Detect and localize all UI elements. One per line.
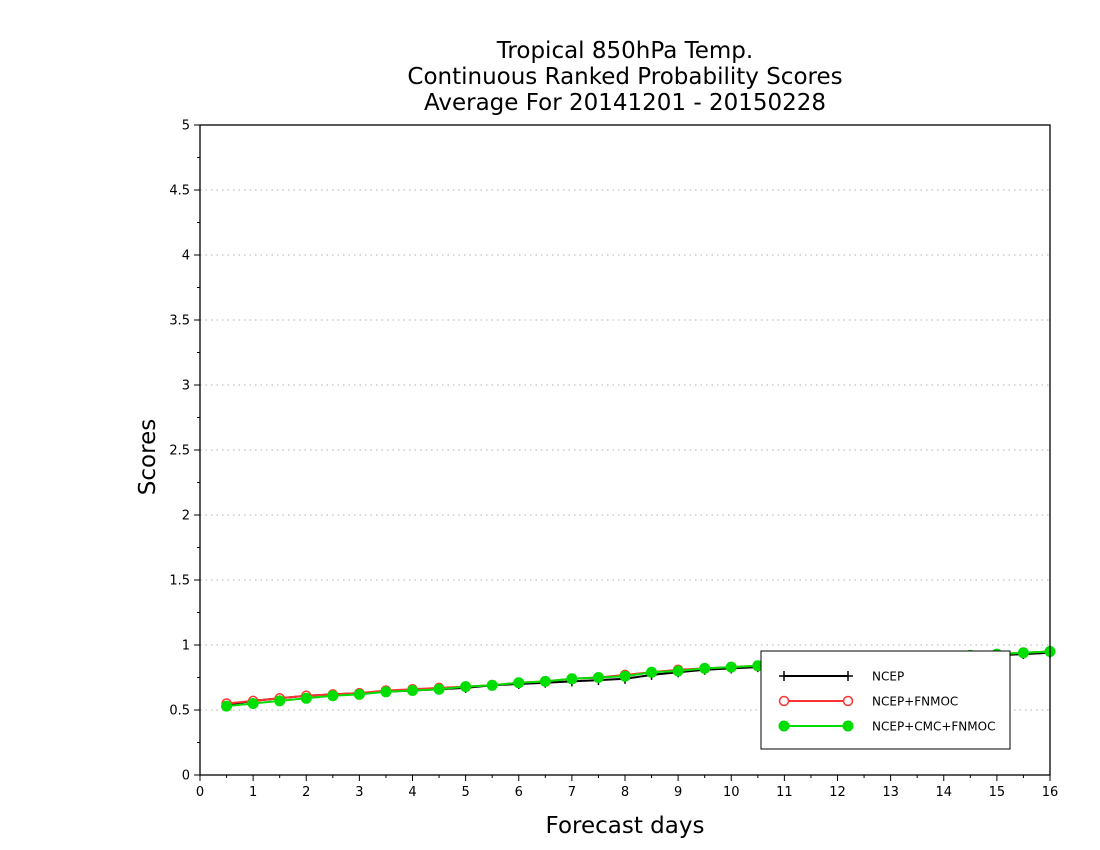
data-point <box>539 675 551 687</box>
x-axis-label: Forecast days <box>546 813 705 839</box>
data-point <box>274 695 286 707</box>
data-point <box>513 677 525 689</box>
legend-label: NCEP+FNMOC <box>872 695 958 709</box>
chart-title-line-3: Average For 20141201 - 20150228 <box>424 90 826 116</box>
x-tick-label: 1 <box>249 785 257 800</box>
x-tick-label: 14 <box>935 785 952 800</box>
data-point <box>247 698 259 709</box>
y-tick-label: 4 <box>182 249 190 264</box>
y-tick-label: 2 <box>182 509 190 524</box>
x-tick-label: 8 <box>621 785 629 800</box>
x-axis-ticks: 0 1 2 3 4 5 6 7 8 9 10 11 12 13 14 15 16 <box>196 775 1058 800</box>
legend-marker <box>779 671 789 681</box>
x-tick-label: 10 <box>723 785 740 800</box>
x-tick-label: 3 <box>355 785 363 800</box>
legend-label: NCEP+CMC+FNMOC <box>872 720 995 734</box>
x-tick-label: 5 <box>461 785 469 800</box>
x-tick-label: 15 <box>989 785 1006 800</box>
x-tick-label: 9 <box>674 785 682 800</box>
y-axis-label: Scores <box>135 419 161 495</box>
y-tick-label: 2.5 <box>169 444 190 459</box>
legend-marker <box>778 695 790 707</box>
legend-marker <box>842 695 854 707</box>
data-point <box>646 666 658 678</box>
data-point <box>380 686 392 698</box>
data-point <box>407 685 418 696</box>
data-point <box>221 700 233 712</box>
x-tick-label: 7 <box>568 785 576 800</box>
legend-entry: NCEP+FNMOC <box>778 695 958 709</box>
y-axis-ticks: 0 0.5 1 1.5 2 2.5 3 3.5 4 4.5 5 <box>169 119 200 784</box>
chart-title-line-1: Tropical 850hPa Temp. <box>496 38 753 64</box>
legend-marker <box>843 671 853 681</box>
data-point <box>672 665 684 677</box>
data-point <box>699 662 711 674</box>
data-point <box>353 688 365 700</box>
x-tick-label: 11 <box>776 785 793 800</box>
x-tick-label: 16 <box>1042 785 1059 800</box>
y-tick-label: 4.5 <box>169 184 190 199</box>
y-tick-label: 1.5 <box>169 574 190 589</box>
x-tick-label: 0 <box>196 785 204 800</box>
x-tick-label: 4 <box>408 785 416 800</box>
chart-title: Tropical 850hPa Temp. Continuous Ranked … <box>407 38 842 116</box>
y-tick-label: 5 <box>182 119 190 134</box>
chart-title-line-2: Continuous Ranked Probability Scores <box>407 64 842 90</box>
data-point <box>433 683 445 695</box>
data-point <box>486 679 498 691</box>
x-tick-label: 2 <box>302 785 310 800</box>
y-tick-label: 3.5 <box>169 314 190 329</box>
data-point <box>619 670 631 682</box>
data-point <box>725 661 737 673</box>
gridlines <box>200 189 1050 711</box>
legend-marker <box>842 720 854 732</box>
y-tick-label: 0 <box>182 769 190 784</box>
x-tick-label: 6 <box>515 785 523 800</box>
data-point <box>327 690 339 702</box>
legend-entry: NCEP <box>779 670 904 684</box>
legend: NCEP NCEP+FNMOC NCEP+CMC+FNMOC <box>760 650 1011 750</box>
data-point <box>1017 647 1029 659</box>
x-tick-label: 12 <box>829 785 846 800</box>
data-point <box>592 672 604 683</box>
legend-entry: NCEP+CMC+FNMOC <box>778 720 995 734</box>
y-tick-label: 3 <box>182 379 190 394</box>
data-point <box>460 681 472 693</box>
legend-label: NCEP <box>872 670 904 684</box>
legend-marker <box>778 720 790 732</box>
y-tick-label: 0.5 <box>169 704 190 719</box>
x-tick-label: 13 <box>882 785 899 800</box>
y-tick-label: 1 <box>182 639 190 654</box>
data-point <box>300 692 312 704</box>
data-point <box>566 673 578 685</box>
